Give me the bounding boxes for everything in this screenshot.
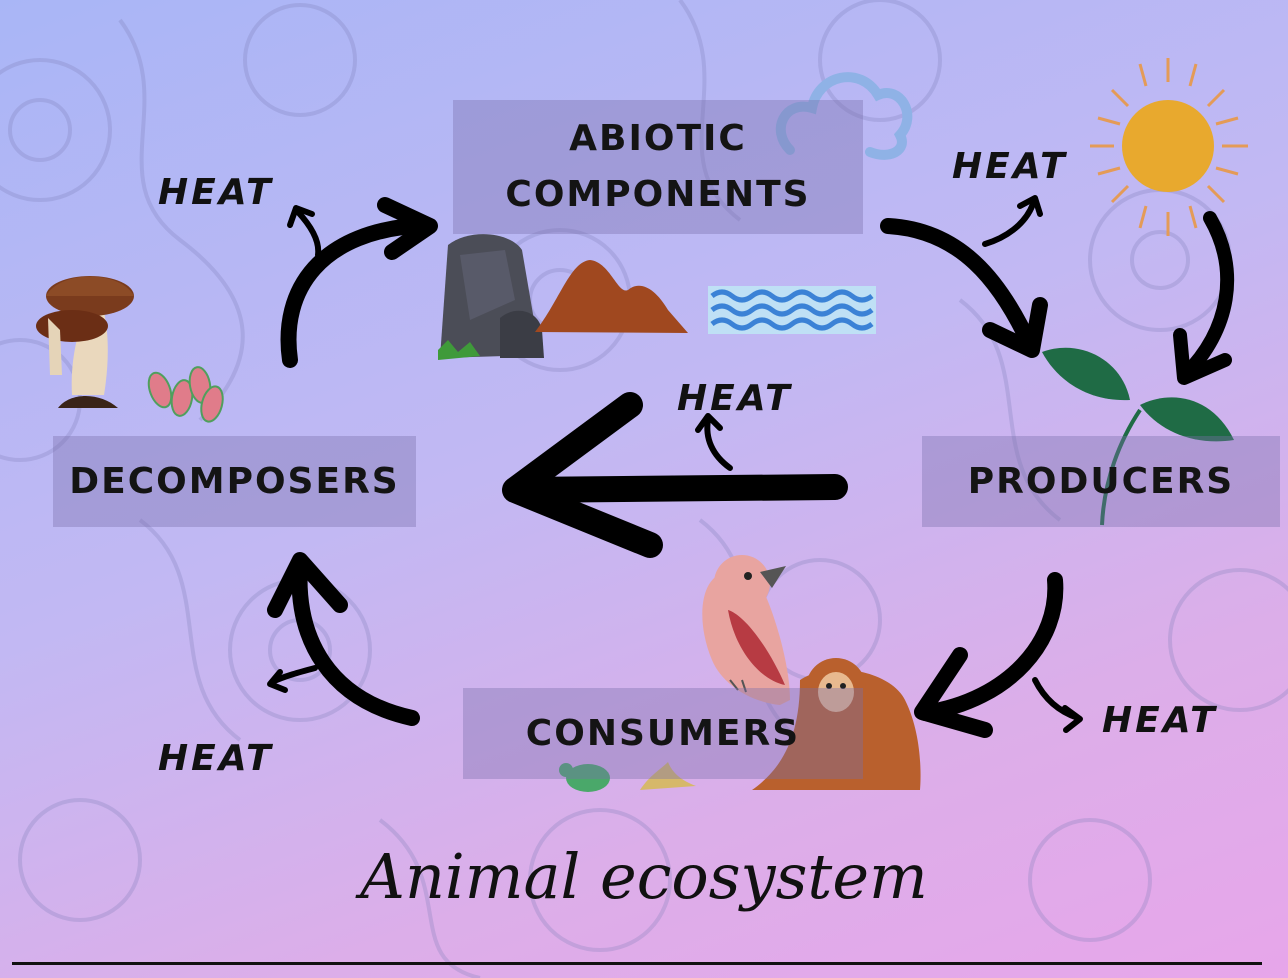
- banana-peel-icon: [640, 762, 696, 790]
- node-consumers: CONSUMERS: [463, 688, 863, 779]
- soil-icon: [535, 260, 688, 333]
- heat-label-bottom-right: HEAT: [1102, 700, 1218, 741]
- arrow-sun-to-producers: [1173, 211, 1235, 385]
- arrow-abiotic-to-producers: [880, 195, 1048, 358]
- sun-icon: [1090, 58, 1248, 236]
- spores-icon: [147, 366, 224, 423]
- arrow-decomposers-to-abiotic: [280, 197, 438, 368]
- node-abiotic-components: ABIOTIC COMPONENTS: [453, 100, 863, 234]
- bird-icon: [702, 555, 790, 705]
- node-producers: PRODUCERS: [922, 436, 1280, 527]
- cloud-icon: [775, 72, 913, 160]
- node-producers-label: PRODUCERS: [967, 461, 1235, 502]
- heat-label-top-left: HEAT: [158, 172, 274, 213]
- node-abiotic-label: ABIOTIC COMPONENTS: [505, 118, 811, 215]
- caption-underline: [12, 962, 1262, 965]
- caption-title: Animal ecosystem: [360, 840, 928, 913]
- heat-label-top-right: HEAT: [952, 146, 1068, 187]
- node-decomposers-label: DECOMPOSERS: [69, 461, 400, 502]
- arrow-consumers-to-decomposers: [267, 552, 420, 726]
- arrow-producers-to-decomposers: [502, 392, 848, 558]
- heat-label-center: HEAT: [677, 378, 793, 419]
- monkey-icon: [752, 658, 921, 790]
- heat-label-bottom-left: HEAT: [158, 738, 274, 779]
- mushroom-icon: [36, 276, 134, 408]
- arrow-producers-to-consumers: [914, 572, 1083, 738]
- node-consumers-label: CONSUMERS: [525, 713, 801, 754]
- plant-icon: [1042, 347, 1234, 526]
- turtle-icon: [559, 763, 610, 792]
- water-icon: [708, 286, 876, 334]
- rock-icon: [438, 234, 544, 360]
- node-decomposers: DECOMPOSERS: [53, 436, 416, 527]
